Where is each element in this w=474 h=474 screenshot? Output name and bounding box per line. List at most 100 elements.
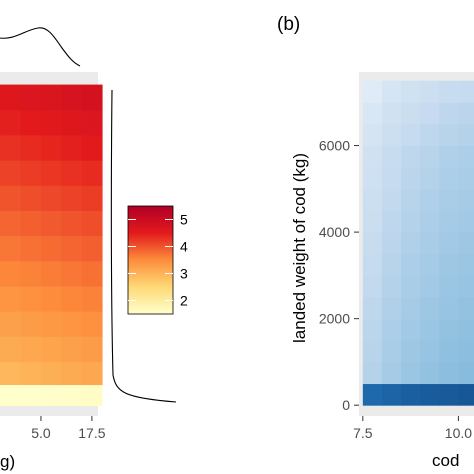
panel-b-heatmap-tile <box>439 275 459 298</box>
panel-b-heatmap-tile <box>439 383 459 406</box>
panel-b-y-tick-label: 4000 <box>319 224 350 240</box>
panel-b-heatmap-tile <box>439 80 459 103</box>
panel-a-heatmap-tile <box>40 311 62 337</box>
panel-b-heatmap-tile <box>420 361 440 385</box>
panel-a-heatmap-tile <box>61 285 83 312</box>
panel-a-heatmap-tile <box>61 134 83 161</box>
panel-b-heatmap-tile <box>401 275 421 298</box>
panel-b-heatmap-tile <box>362 123 383 147</box>
panel-b-heatmap-tile <box>420 297 440 320</box>
panel-a-heatmap-tile <box>81 260 103 287</box>
panel-a-heatmap-tile <box>61 210 83 237</box>
panel-a-heatmap-tile <box>20 109 42 136</box>
panel-b-heatmap-tile <box>420 383 440 406</box>
panel-a-heatmap-tile <box>20 260 42 287</box>
panel-a-heatmap-tile <box>81 134 103 161</box>
panel-b-heatmap-tile <box>381 253 402 276</box>
panel-a-heatmap-tile <box>0 260 22 287</box>
panel-a-heatmap-tile <box>61 109 83 136</box>
panel-b-heatmap-tile <box>381 297 402 320</box>
panel-a-heatmap-tile <box>40 84 62 111</box>
panel-b-heatmap-tile <box>458 102 474 125</box>
panel-b-heatmap-tile <box>458 297 474 320</box>
panel-a-heatmap-tile <box>0 185 22 211</box>
panel-a-heatmap-tile <box>20 84 42 111</box>
panel-a-heatmap-tile <box>61 361 83 386</box>
panel-a-heatmap-tile <box>20 336 42 362</box>
panel-b-heatmap-tile <box>439 123 459 147</box>
panel-b-heatmap-tile <box>420 167 440 190</box>
panel-b-heatmap-tile <box>420 123 440 147</box>
panel-b-heatmap-tile <box>381 80 402 103</box>
panel-b-heatmap-tile <box>401 383 421 406</box>
panel-b-heatmap-tile <box>458 318 474 341</box>
panel-a-heatmap-tile <box>0 160 22 186</box>
panel-b-heatmap-tile <box>401 297 421 320</box>
panel-b-heatmap-tile <box>362 340 383 363</box>
panel-b-heatmap-tile <box>439 297 459 320</box>
panel-a-heatmap-tile <box>61 185 83 211</box>
panel-b-heatmap-tile <box>420 253 440 276</box>
panel-a-heatmap-tile <box>0 134 22 161</box>
panel-b-heatmap-tile <box>401 188 421 211</box>
panel-b-heatmap-tile <box>458 232 474 255</box>
panel-a-heatmap-tile <box>81 311 103 337</box>
panel-b-heatmap-tile <box>401 253 421 276</box>
panel-b-heatmap-tile <box>401 167 421 190</box>
panel-b-heatmap-tile <box>362 275 383 298</box>
panel-b-heatmap-tile <box>458 80 474 103</box>
panel-a-heatmap-tile <box>81 361 103 386</box>
panel-a-heatmap-tile <box>20 235 42 262</box>
panel-a-heatmap-tile <box>40 260 62 287</box>
panel-b-heatmap-tile <box>420 145 440 168</box>
panel-b-y-tick-label: 6000 <box>319 138 350 154</box>
panel-b-heatmap-tile <box>420 210 440 233</box>
panel-b-heatmap-tile <box>381 318 402 341</box>
panel-b-heatmap-tile <box>458 188 474 211</box>
panel-b-heatmap-tile <box>458 145 474 168</box>
panel-b-x-tick-label: 7.5 <box>353 425 373 441</box>
panel-b-heatmap-tile <box>458 275 474 298</box>
panel-b-heatmap-tile <box>381 210 402 233</box>
panel-a-heatmap-tile <box>61 311 83 337</box>
panel-b-heatmap-tile <box>439 361 459 385</box>
panel-a-legend: 2 3 4 5 <box>128 212 188 309</box>
panel-b-heatmap-tile <box>381 361 402 385</box>
panel-a-heatmap-tile <box>40 210 62 237</box>
panel-a-heatmap-tile <box>61 84 83 111</box>
panel-b-heatmap-tile <box>401 102 421 125</box>
panel-b-heatmap-tile <box>401 340 421 363</box>
panel-b-heatmap-tile <box>381 167 402 190</box>
panel-b-heatmap-tile <box>401 210 421 233</box>
panel-b-heatmap-tile <box>439 318 459 341</box>
panel-b-heatmap-tile <box>401 318 421 341</box>
panel-b-ylabel: landed weight of cod (kg) <box>290 153 309 343</box>
panel-b-heatmap-tile <box>439 210 459 233</box>
panel-a-heatmap-tile <box>0 84 22 111</box>
panel-b-heatmap-tile <box>458 383 474 406</box>
panel-b-heatmap-tile <box>362 232 383 255</box>
panel-a-heatmap-tile <box>81 384 103 407</box>
panel-b-heatmap-tile <box>362 253 383 276</box>
panel-b-heatmap-tile <box>381 340 402 363</box>
panel-b-heatmap-tile <box>362 361 383 385</box>
panel-a-heatmap-tile <box>20 210 42 237</box>
panel-a-heatmap-tile <box>40 185 62 211</box>
panel-b-heatmap-tile <box>458 123 474 147</box>
panel-a-heatmap-tile <box>0 336 22 362</box>
panel-b-heatmap-tile <box>401 145 421 168</box>
panel-b-heatmap-tile <box>420 102 440 125</box>
panel-a-heatmap-tile <box>81 185 103 211</box>
panel-a-heatmap-tile <box>20 285 42 312</box>
panel-a-legend-colorbar <box>127 205 174 315</box>
panel-a-heatmap-tile <box>61 336 83 362</box>
panel-a-heatmap-tile <box>40 109 62 136</box>
panel-b-heatmap-tile <box>401 123 421 147</box>
panel-b-heatmap-tile <box>381 102 402 125</box>
panel-a-heatmap-tile <box>40 384 62 407</box>
panel-b-x-tick-label: 10.0 <box>445 425 472 441</box>
panel-a-heatmap-tile <box>0 361 22 386</box>
panel-a-heatmap-tile <box>61 384 83 407</box>
panel-b-heatmap-tile <box>439 167 459 190</box>
